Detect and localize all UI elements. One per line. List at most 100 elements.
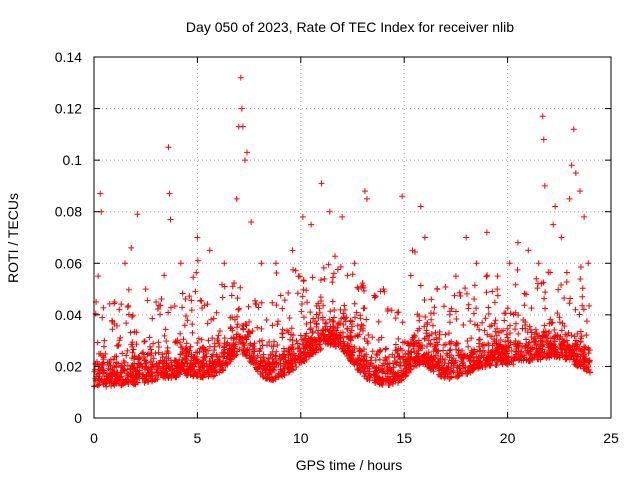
data-point bbox=[233, 195, 240, 202]
data-point bbox=[409, 336, 416, 343]
data-point bbox=[507, 310, 514, 317]
data-point bbox=[465, 305, 472, 312]
data-point bbox=[499, 361, 506, 368]
data-point bbox=[543, 339, 550, 346]
data-point bbox=[386, 377, 393, 384]
data-point bbox=[364, 361, 371, 368]
data-point bbox=[492, 328, 499, 335]
data-point bbox=[293, 337, 300, 344]
data-point bbox=[238, 105, 245, 112]
data-point bbox=[300, 314, 307, 321]
data-point bbox=[240, 339, 247, 346]
data-point bbox=[157, 365, 164, 372]
data-point bbox=[96, 381, 103, 388]
data-point bbox=[129, 349, 136, 356]
data-point bbox=[335, 320, 342, 327]
data-point bbox=[542, 305, 549, 312]
data-point bbox=[432, 342, 439, 349]
data-point bbox=[360, 356, 367, 363]
data-point bbox=[320, 264, 327, 271]
data-point bbox=[194, 234, 201, 241]
data-point bbox=[404, 340, 411, 347]
data-point bbox=[507, 339, 514, 346]
data-point bbox=[279, 305, 286, 312]
data-point bbox=[330, 270, 337, 277]
plot-frame bbox=[93, 56, 612, 419]
data-point bbox=[109, 326, 116, 333]
data-point bbox=[579, 293, 586, 300]
data-point bbox=[361, 368, 368, 375]
data-point bbox=[218, 367, 225, 374]
data-point bbox=[460, 365, 467, 372]
data-point bbox=[203, 361, 210, 368]
data-point bbox=[200, 344, 207, 351]
data-point bbox=[175, 370, 182, 377]
data-point bbox=[361, 363, 368, 370]
data-point bbox=[205, 369, 212, 376]
data-point bbox=[397, 359, 404, 366]
data-point bbox=[149, 315, 156, 322]
data-point bbox=[433, 334, 440, 341]
data-point bbox=[585, 347, 592, 354]
data-point bbox=[476, 326, 483, 333]
data-point bbox=[399, 339, 406, 346]
data-point bbox=[452, 342, 459, 349]
data-point bbox=[494, 325, 501, 332]
data-point bbox=[258, 325, 265, 332]
data-point bbox=[470, 366, 477, 373]
data-point bbox=[417, 344, 424, 351]
data-point bbox=[369, 348, 376, 355]
data-point bbox=[206, 362, 213, 369]
data-point bbox=[329, 298, 336, 305]
data-point bbox=[446, 339, 453, 346]
data-point bbox=[445, 330, 452, 337]
data-point bbox=[118, 369, 125, 376]
data-point bbox=[254, 324, 261, 331]
data-point bbox=[391, 354, 398, 361]
data-point bbox=[139, 350, 146, 357]
data-point bbox=[451, 292, 458, 299]
data-point bbox=[566, 300, 573, 307]
data-point bbox=[252, 297, 259, 304]
data-point bbox=[285, 352, 292, 359]
data-point bbox=[512, 326, 519, 333]
data-point bbox=[234, 295, 241, 302]
data-point bbox=[380, 377, 387, 384]
data-point bbox=[167, 304, 174, 311]
data-point bbox=[426, 332, 433, 339]
data-point bbox=[92, 360, 99, 367]
data-point bbox=[290, 266, 297, 273]
data-point bbox=[406, 342, 413, 349]
axis-ticks: 0 5 10 15 20 25 0 0.02 0.04 0.06 0.08 0.1 0.12 0.14 bbox=[55, 49, 619, 446]
data-point bbox=[478, 362, 485, 369]
data-point bbox=[366, 365, 373, 372]
data-point bbox=[248, 219, 255, 226]
data-point bbox=[300, 286, 307, 293]
data-point bbox=[521, 290, 528, 297]
data-point bbox=[567, 295, 574, 302]
data-point bbox=[95, 366, 102, 373]
data-point bbox=[179, 348, 186, 355]
data-point bbox=[481, 327, 488, 334]
data-point bbox=[447, 346, 454, 353]
data-points bbox=[91, 74, 594, 390]
data-point bbox=[123, 320, 130, 327]
data-point bbox=[127, 373, 134, 380]
data-point bbox=[381, 288, 388, 295]
y-tick-label: 0 bbox=[74, 410, 82, 426]
data-point bbox=[125, 286, 132, 293]
data-point bbox=[189, 329, 196, 336]
data-point bbox=[514, 239, 521, 246]
data-point bbox=[425, 337, 432, 344]
data-point bbox=[577, 263, 584, 270]
data-point bbox=[452, 308, 459, 315]
data-point bbox=[203, 350, 210, 357]
data-point bbox=[147, 373, 154, 380]
data-point bbox=[300, 277, 307, 284]
data-point bbox=[464, 337, 471, 344]
data-point bbox=[275, 372, 282, 379]
data-point bbox=[322, 320, 329, 327]
data-point bbox=[231, 279, 238, 286]
data-point bbox=[183, 346, 190, 353]
data-point bbox=[428, 331, 435, 338]
